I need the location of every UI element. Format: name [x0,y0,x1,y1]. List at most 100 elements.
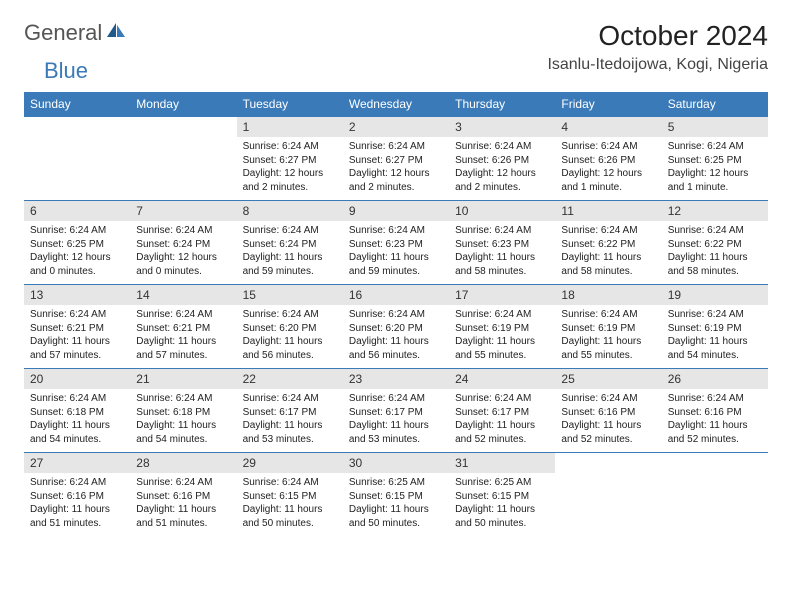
daylight-text: Daylight: 11 hours and 55 minutes. [561,335,655,362]
daylight-text: Daylight: 11 hours and 56 minutes. [243,335,337,362]
day-number: 8 [237,201,343,221]
day-content: Sunrise: 6:24 AMSunset: 6:21 PMDaylight:… [24,305,130,368]
dow-saturday: Saturday [662,92,768,117]
daylight-text: Daylight: 11 hours and 51 minutes. [136,503,230,530]
day-number: 11 [555,201,661,221]
sunset-text: Sunset: 6:20 PM [349,322,443,336]
day-content: Sunrise: 6:24 AMSunset: 6:16 PMDaylight:… [130,473,236,536]
day-cell: 21Sunrise: 6:24 AMSunset: 6:18 PMDayligh… [130,369,236,453]
logo-text-general: General [24,20,102,46]
day-cell: 30Sunrise: 6:25 AMSunset: 6:15 PMDayligh… [343,453,449,537]
sunrise-text: Sunrise: 6:24 AM [561,140,655,154]
sunrise-text: Sunrise: 6:25 AM [349,476,443,490]
day-content: Sunrise: 6:24 AMSunset: 6:19 PMDaylight:… [662,305,768,368]
sunset-text: Sunset: 6:26 PM [561,154,655,168]
day-content: Sunrise: 6:24 AMSunset: 6:23 PMDaylight:… [343,221,449,284]
sunrise-text: Sunrise: 6:24 AM [136,476,230,490]
daylight-text: Daylight: 11 hours and 55 minutes. [455,335,549,362]
daylight-text: Daylight: 11 hours and 59 minutes. [243,251,337,278]
day-cell: 31Sunrise: 6:25 AMSunset: 6:15 PMDayligh… [449,453,555,537]
daylight-text: Daylight: 11 hours and 50 minutes. [349,503,443,530]
day-number: 4 [555,117,661,137]
day-number: 1 [237,117,343,137]
daylight-text: Daylight: 11 hours and 54 minutes. [30,419,124,446]
sunrise-text: Sunrise: 6:24 AM [243,140,337,154]
month-title: October 2024 [547,20,768,52]
sunrise-text: Sunrise: 6:24 AM [243,392,337,406]
day-cell: 26Sunrise: 6:24 AMSunset: 6:16 PMDayligh… [662,369,768,453]
day-cell: 20Sunrise: 6:24 AMSunset: 6:18 PMDayligh… [24,369,130,453]
day-number: 20 [24,369,130,389]
sunset-text: Sunset: 6:25 PM [668,154,762,168]
day-cell: 2Sunrise: 6:24 AMSunset: 6:27 PMDaylight… [343,117,449,201]
day-number: 26 [662,369,768,389]
sunrise-text: Sunrise: 6:24 AM [668,224,762,238]
day-content: Sunrise: 6:24 AMSunset: 6:20 PMDaylight:… [343,305,449,368]
day-cell: 9Sunrise: 6:24 AMSunset: 6:23 PMDaylight… [343,201,449,285]
sunset-text: Sunset: 6:24 PM [243,238,337,252]
sunrise-text: Sunrise: 6:24 AM [561,392,655,406]
sunset-text: Sunset: 6:19 PM [668,322,762,336]
week-row: 27Sunrise: 6:24 AMSunset: 6:16 PMDayligh… [24,453,768,537]
day-cell: 28Sunrise: 6:24 AMSunset: 6:16 PMDayligh… [130,453,236,537]
day-cell: 19Sunrise: 6:24 AMSunset: 6:19 PMDayligh… [662,285,768,369]
day-cell: 8Sunrise: 6:24 AMSunset: 6:24 PMDaylight… [237,201,343,285]
sunset-text: Sunset: 6:20 PM [243,322,337,336]
sunset-text: Sunset: 6:23 PM [455,238,549,252]
day-content: Sunrise: 6:24 AMSunset: 6:16 PMDaylight:… [555,389,661,452]
day-cell: 17Sunrise: 6:24 AMSunset: 6:19 PMDayligh… [449,285,555,369]
sunset-text: Sunset: 6:23 PM [349,238,443,252]
sunset-text: Sunset: 6:22 PM [668,238,762,252]
day-content: Sunrise: 6:24 AMSunset: 6:25 PMDaylight:… [662,137,768,200]
title-block: October 2024 Isanlu-Itedoijowa, Kogi, Ni… [547,20,768,74]
sunset-text: Sunset: 6:26 PM [455,154,549,168]
week-row: 1Sunrise: 6:24 AMSunset: 6:27 PMDaylight… [24,117,768,201]
sunrise-text: Sunrise: 6:24 AM [243,308,337,322]
day-cell: 7Sunrise: 6:24 AMSunset: 6:24 PMDaylight… [130,201,236,285]
day-cell: 23Sunrise: 6:24 AMSunset: 6:17 PMDayligh… [343,369,449,453]
day-content: Sunrise: 6:24 AMSunset: 6:27 PMDaylight:… [237,137,343,200]
sunrise-text: Sunrise: 6:24 AM [668,140,762,154]
day-number: 16 [343,285,449,305]
sunrise-text: Sunrise: 6:24 AM [455,224,549,238]
daylight-text: Daylight: 12 hours and 1 minute. [561,167,655,194]
day-content: Sunrise: 6:24 AMSunset: 6:21 PMDaylight:… [130,305,236,368]
day-number: 25 [555,369,661,389]
day-cell: 27Sunrise: 6:24 AMSunset: 6:16 PMDayligh… [24,453,130,537]
day-cell: 14Sunrise: 6:24 AMSunset: 6:21 PMDayligh… [130,285,236,369]
day-number: 2 [343,117,449,137]
day-content: Sunrise: 6:24 AMSunset: 6:15 PMDaylight:… [237,473,343,536]
day-content: Sunrise: 6:24 AMSunset: 6:18 PMDaylight:… [130,389,236,452]
day-content: Sunrise: 6:24 AMSunset: 6:25 PMDaylight:… [24,221,130,284]
day-number: 3 [449,117,555,137]
sunrise-text: Sunrise: 6:24 AM [455,140,549,154]
day-number: 5 [662,117,768,137]
day-cell [555,453,661,537]
day-cell: 18Sunrise: 6:24 AMSunset: 6:19 PMDayligh… [555,285,661,369]
sail-icon [106,22,126,45]
sunset-text: Sunset: 6:27 PM [243,154,337,168]
daylight-text: Daylight: 11 hours and 58 minutes. [455,251,549,278]
sunrise-text: Sunrise: 6:24 AM [136,392,230,406]
daylight-text: Daylight: 11 hours and 54 minutes. [668,335,762,362]
day-cell: 11Sunrise: 6:24 AMSunset: 6:22 PMDayligh… [555,201,661,285]
week-row: 6Sunrise: 6:24 AMSunset: 6:25 PMDaylight… [24,201,768,285]
day-number: 31 [449,453,555,473]
day-number: 13 [24,285,130,305]
daylight-text: Daylight: 11 hours and 52 minutes. [561,419,655,446]
day-content: Sunrise: 6:24 AMSunset: 6:26 PMDaylight:… [449,137,555,200]
dow-friday: Friday [555,92,661,117]
sunrise-text: Sunrise: 6:24 AM [349,140,443,154]
dow-sunday: Sunday [24,92,130,117]
day-content: Sunrise: 6:24 AMSunset: 6:27 PMDaylight:… [343,137,449,200]
daylight-text: Daylight: 11 hours and 57 minutes. [136,335,230,362]
day-number: 24 [449,369,555,389]
day-cell: 12Sunrise: 6:24 AMSunset: 6:22 PMDayligh… [662,201,768,285]
daylight-text: Daylight: 11 hours and 53 minutes. [349,419,443,446]
day-cell: 6Sunrise: 6:24 AMSunset: 6:25 PMDaylight… [24,201,130,285]
sunrise-text: Sunrise: 6:24 AM [455,308,549,322]
sunset-text: Sunset: 6:22 PM [561,238,655,252]
logo: General [24,20,128,46]
day-number: 6 [24,201,130,221]
sunset-text: Sunset: 6:15 PM [455,490,549,504]
